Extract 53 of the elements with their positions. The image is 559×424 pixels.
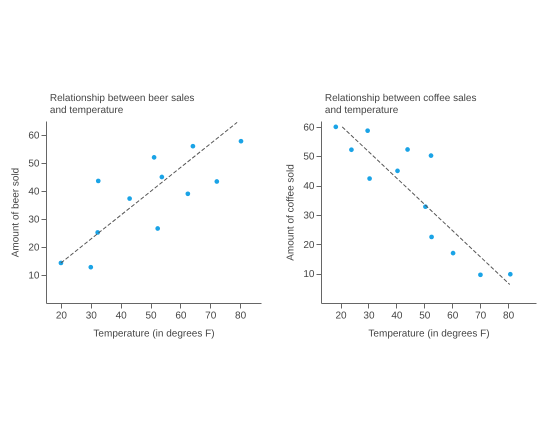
point — [127, 196, 132, 201]
y-tick-label: 60 — [28, 130, 40, 142]
point — [88, 264, 94, 270]
point — [428, 153, 434, 158]
y-tick-label: 50 — [303, 152, 315, 163]
point — [155, 226, 160, 231]
point — [478, 272, 483, 278]
x-tick-label: 80 — [235, 310, 247, 322]
x-tick-label: 40 — [391, 310, 403, 322]
point — [450, 250, 456, 256]
y-axis-title: Amount of coffee sold — [285, 164, 296, 261]
x-tick-label: 20 — [56, 310, 68, 322]
chart-title: Relationship between beer sales and temperature — [50, 93, 194, 116]
point — [429, 234, 434, 240]
point — [395, 168, 400, 174]
x-tick-label: 40 — [116, 310, 128, 322]
y-tick-label: 40 — [303, 181, 315, 192]
point — [96, 178, 101, 184]
x-tick-label: 20 — [335, 310, 348, 322]
y-tick-label: 20 — [28, 242, 40, 254]
chart-title: Relationship between coffee sales and temperature — [324, 93, 476, 116]
x-tick-label: 60 — [447, 310, 459, 322]
y-tick-label: 40 — [28, 186, 40, 198]
y-tick-label: 30 — [28, 214, 40, 226]
point — [238, 138, 244, 144]
point — [367, 176, 372, 181]
y-tick-label: 30 — [303, 210, 315, 222]
x-tick-label: 50 — [145, 310, 158, 322]
y-tick-label: 50 — [28, 158, 40, 170]
x-tick-label: 30 — [86, 310, 98, 322]
x-axis-title: Temperature (in degrees F) — [93, 328, 215, 340]
point — [349, 147, 354, 152]
x-axis-title: Temperature (in degrees F) — [368, 328, 490, 340]
point — [508, 272, 513, 277]
x-tick-label: 60 — [175, 310, 187, 322]
x-tick-label: 80 — [503, 310, 515, 322]
y-tick-label: 20 — [303, 240, 315, 251]
x-tick-label: 50 — [419, 310, 431, 322]
y-axis-title: Amount of beer sold — [10, 168, 22, 258]
point — [160, 174, 164, 180]
y-tick-label: 10 — [28, 270, 40, 282]
x-tick-label: 70 — [205, 310, 217, 322]
point — [185, 191, 190, 196]
x-tick-label: 70 — [475, 310, 487, 322]
point — [214, 179, 220, 184]
point — [365, 128, 370, 134]
point — [152, 155, 156, 160]
y-tick-label: 10 — [303, 269, 315, 280]
point — [333, 124, 338, 130]
point — [405, 147, 410, 152]
y-tick-label: 60 — [303, 122, 315, 134]
point — [190, 144, 196, 149]
x-tick-label: 30 — [363, 310, 375, 322]
